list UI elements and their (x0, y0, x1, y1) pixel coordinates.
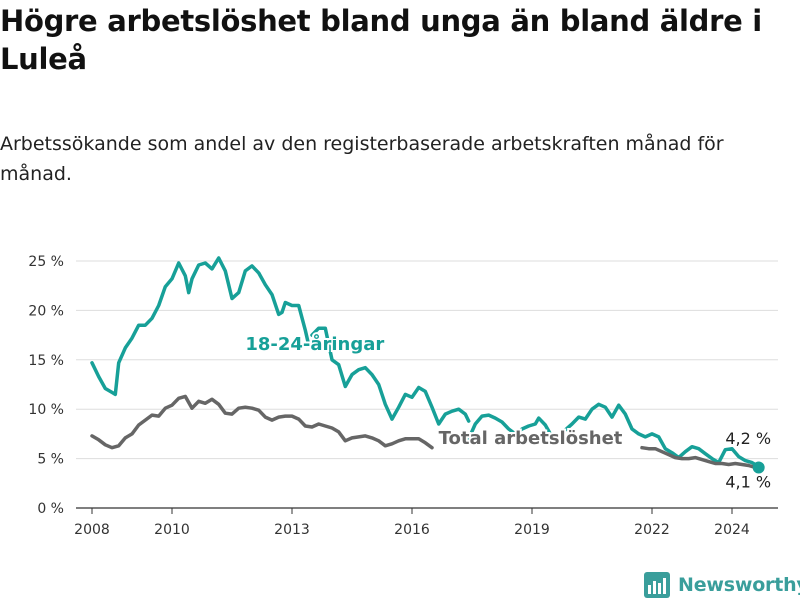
x-tick-label: 2024 (714, 522, 750, 538)
axes: 0 % 5 % 10 % 15 % 20 % 25 % 2008 2010 2013 2016 20… (28, 254, 749, 538)
x-tick-label: 2010 (154, 522, 190, 538)
x-tick-label: 2013 (274, 522, 310, 538)
series-label: Total arbetslöshet (439, 428, 623, 449)
y-tick-label: 20 % (28, 303, 64, 319)
gridlines (76, 260, 778, 509)
series-line (466, 402, 761, 469)
y-tick-label: 15 % (28, 353, 64, 369)
newsworthy-logo-icon (644, 572, 670, 598)
series-line (310, 326, 471, 426)
series-line (640, 445, 758, 470)
x-tick-label: 2008 (74, 522, 110, 538)
x-tick-label: 2022 (634, 522, 670, 538)
chart-title: Högre arbetslöshet bland unga än bland ä… (0, 4, 762, 76)
y-tick-label: 10 % (28, 402, 64, 418)
x-tick-label: 2019 (514, 522, 550, 538)
brand-name: Newsworthy (678, 574, 800, 596)
line-chart: 0 % 5 % 10 % 15 % 20 % 25 % 2008 2010 2013 2016 20… (28, 254, 778, 538)
series-label: 4,1 % (725, 472, 771, 491)
brand-logo: Newsworthy (644, 570, 800, 600)
series-lines (90, 256, 765, 474)
chart-subtitle: Arbetssökande som andel av den registerb… (0, 133, 724, 185)
y-tick-label: 5 % (37, 452, 64, 468)
y-tick-label: 0 % (37, 501, 64, 517)
series-label: 18-24-åringar (245, 333, 384, 355)
series-line (90, 394, 434, 450)
y-tick-label: 25 % (28, 254, 64, 270)
series-line (90, 256, 311, 397)
series-label: 4,2 % (725, 429, 771, 448)
end-point-marker (752, 461, 765, 474)
x-tick-label: 2016 (394, 522, 430, 538)
annotations: 18-24-åringar Total arbetslöshet 4,2 % 4,1 … (243, 331, 772, 493)
